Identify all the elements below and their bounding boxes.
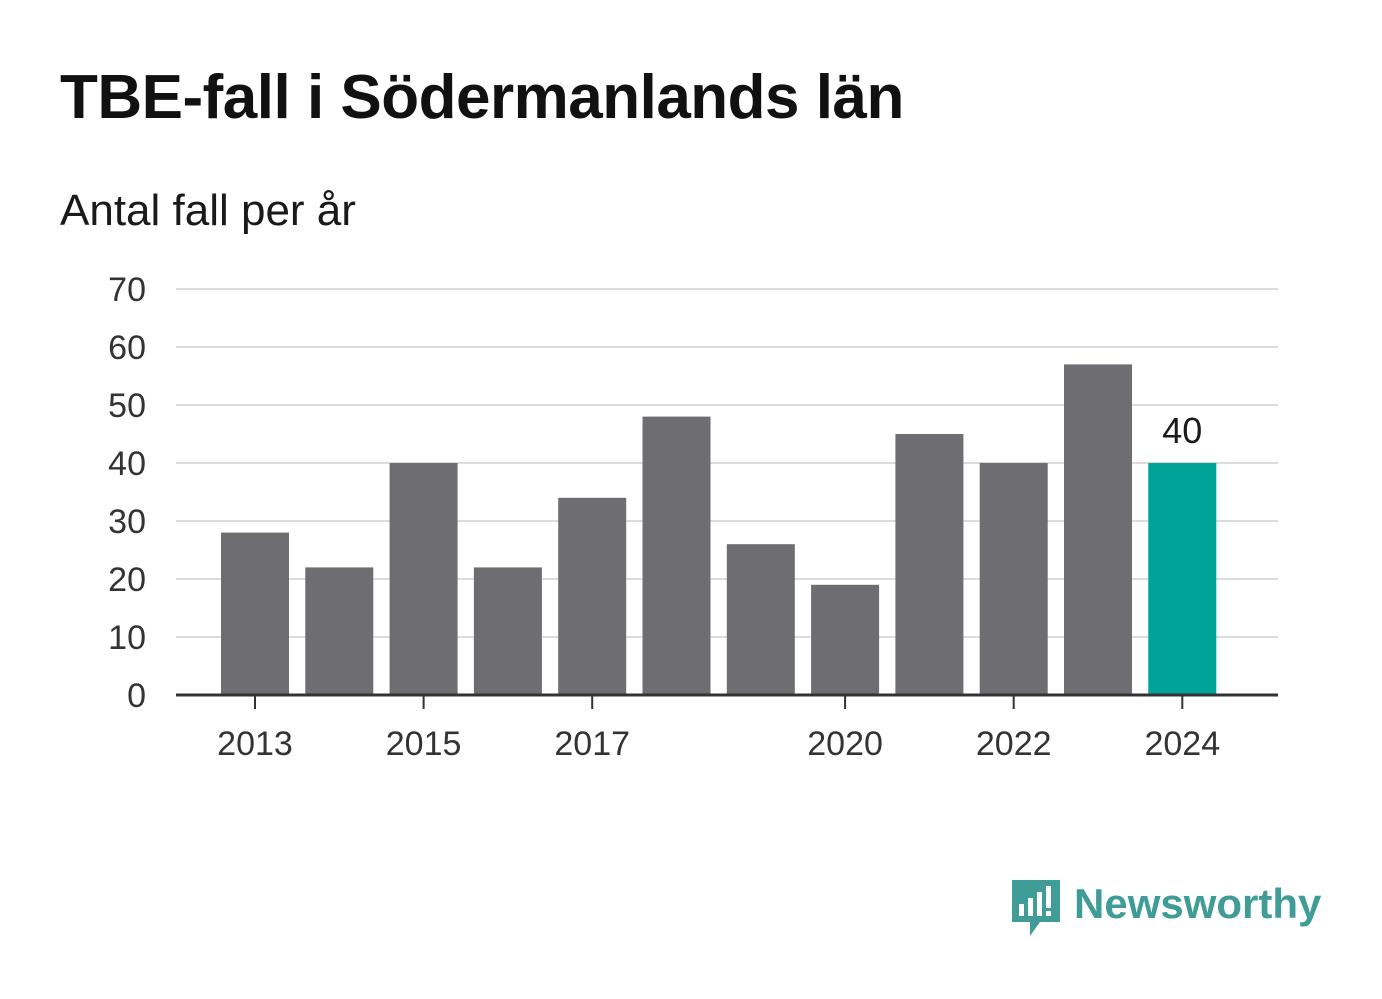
data-label-2024: 40 bbox=[1162, 410, 1202, 451]
bar-2014 bbox=[305, 567, 374, 695]
bar-2015 bbox=[389, 463, 458, 695]
x-tick-label: 2024 bbox=[1144, 725, 1220, 763]
y-tick-label: 30 bbox=[108, 503, 146, 541]
bar-2020 bbox=[811, 584, 880, 695]
bar-2018 bbox=[642, 416, 711, 695]
y-axis-ticks: 0 10 20 30 40 50 60 70 bbox=[108, 271, 146, 715]
bar-2016 bbox=[473, 567, 542, 695]
bars bbox=[221, 364, 1217, 695]
chart-subtitle: Antal fall per år bbox=[60, 186, 356, 235]
bar-2017 bbox=[558, 497, 627, 695]
newsworthy-logo: Newsworthy bbox=[1010, 878, 1321, 940]
bar-2023 bbox=[1064, 364, 1132, 695]
chart-title: TBE-fall i Södermanlands län bbox=[60, 63, 904, 132]
data-labels: 40 bbox=[1162, 410, 1202, 451]
bar-2021 bbox=[895, 434, 964, 695]
brand-name: Newsworthy bbox=[1074, 880, 1322, 927]
newsworthy-logo-icon bbox=[1012, 880, 1060, 936]
y-tick-label: 40 bbox=[108, 445, 146, 483]
y-tick-label: 70 bbox=[108, 271, 146, 309]
bar-2013 bbox=[221, 532, 289, 695]
y-tick-label: 60 bbox=[108, 329, 146, 367]
y-tick-label: 20 bbox=[108, 561, 146, 599]
bar-2019 bbox=[726, 544, 795, 695]
bar-2022 bbox=[979, 463, 1048, 695]
x-tick-label: 2013 bbox=[217, 725, 293, 763]
x-axis-ticks: 2013 2015 2017 2020 2022 2024 bbox=[217, 695, 1220, 763]
x-tick-label: 2017 bbox=[554, 725, 630, 763]
y-tick-label: 50 bbox=[108, 387, 146, 425]
bar-2024 bbox=[1148, 463, 1217, 695]
x-tick-label: 2020 bbox=[807, 725, 883, 763]
y-tick-label: 0 bbox=[127, 677, 146, 715]
x-tick-label: 2015 bbox=[386, 725, 462, 763]
y-tick-label: 10 bbox=[108, 619, 146, 657]
x-tick-label: 2022 bbox=[976, 725, 1052, 763]
